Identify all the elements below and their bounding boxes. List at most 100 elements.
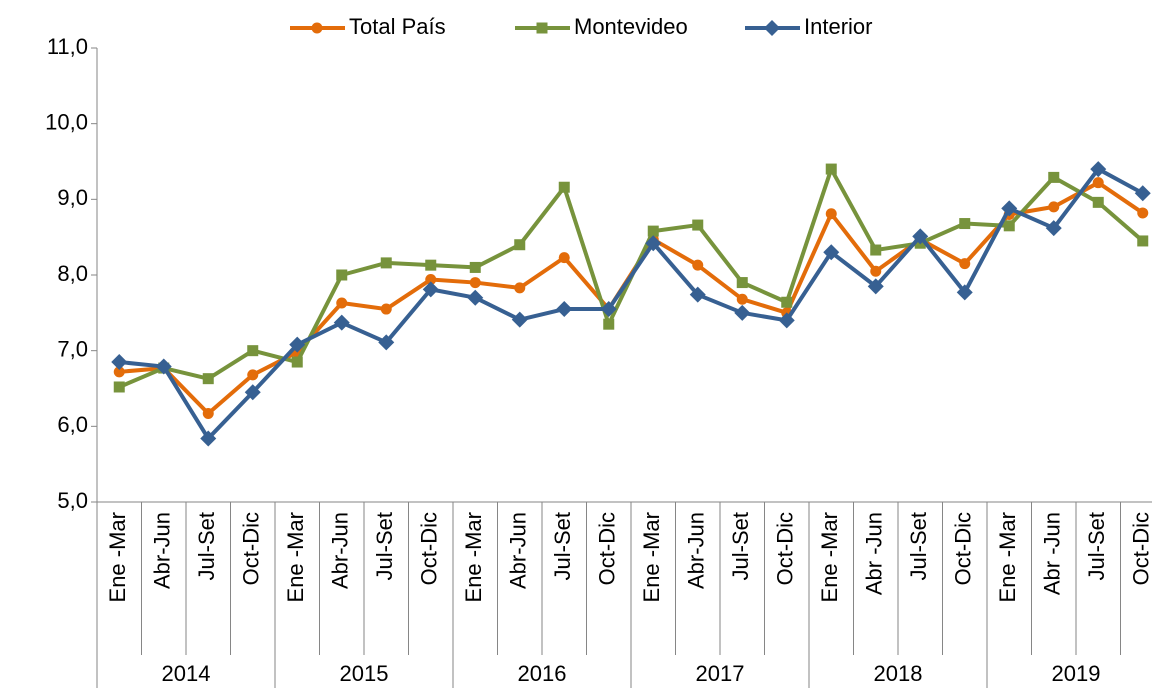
data-point [645,235,662,252]
data-point [778,312,795,329]
data-point [1045,220,1062,237]
x-tick-label: Ene -Mar [105,512,130,602]
x-tick-label: Abr-Jun [328,512,353,589]
data-point [736,293,748,305]
data-point [692,259,704,271]
x-tick-label: Jul-Set [194,512,219,580]
x-tick-label: Ene -Mar [639,512,664,602]
data-point [422,281,439,298]
data-point [600,301,617,318]
x-tick-label: Ene -Mar [461,512,486,602]
y-tick-label: 9,0 [57,185,88,210]
series-line [119,180,1144,416]
data-point [870,244,882,256]
data-point [825,208,837,220]
x-tick-label: Oct-Dic [239,512,264,585]
data-point [113,366,125,378]
x-tick-label: Jul-Set [550,512,575,580]
data-point [155,358,172,375]
data-point [1137,207,1149,219]
data-point [467,289,484,306]
data-point [425,274,437,286]
group-label: 2017 [696,661,745,686]
data-point [111,354,128,371]
data-point [1090,161,1107,178]
data-point [959,218,971,230]
data-point [1092,196,1104,208]
data-point [511,311,528,328]
data-point [689,286,706,303]
data-point [289,336,306,353]
data-point [1048,201,1060,213]
legend-marker [536,22,548,34]
data-point [1092,177,1104,189]
x-tick-label: Ene -Mar [283,512,308,602]
data-point [781,296,793,308]
data-point [336,269,348,281]
x-tick-label: Oct-Dic [951,512,976,585]
y-tick-label: 11,0 [47,34,88,59]
data-point [244,384,261,401]
x-tick-label: Abr-Jun [506,512,531,589]
data-point [603,318,615,330]
y-tick-label: 7,0 [57,336,88,361]
data-point [333,314,350,331]
x-tick-label: Oct-Dic [417,512,442,585]
data-point [113,381,125,393]
data-point [647,225,659,237]
data-point [202,373,214,385]
data-point [1134,185,1151,202]
data-point [247,369,259,381]
data-point [380,303,392,315]
data-point [736,277,748,289]
x-tick-label: Oct-Dic [773,512,798,585]
data-point [1003,220,1015,232]
group-label: 2019 [1052,661,1101,686]
data-point [1137,235,1149,247]
group-label: 2015 [340,661,389,686]
x-tick-label: Oct-Dic [595,512,620,585]
data-point [867,278,884,295]
data-point [202,407,214,419]
x-tick-label: Jul-Set [372,512,397,580]
data-point [247,345,259,357]
y-tick-label: 5,0 [57,488,88,513]
data-point [912,228,929,245]
y-tick-label: 6,0 [57,412,88,437]
x-tick-label: Abr-Jun [150,512,175,589]
x-tick-label: Abr-Jun [684,512,709,589]
data-point [380,257,392,269]
data-point [291,356,303,368]
data-point [558,181,570,193]
data-point [425,259,437,271]
series-line [119,167,1144,441]
x-tick-label: Ene -Mar [817,512,842,602]
x-tick-label: Oct-Dic [1129,512,1152,585]
data-point [1001,200,1018,217]
data-point [734,304,751,321]
legend-marker [311,22,323,34]
data-point [514,282,526,294]
data-point [825,163,837,175]
x-tick-label: Ene -Mar [995,512,1020,602]
legend-marker [764,20,780,36]
legend-label: Montevideo [574,14,688,39]
data-point [692,219,704,231]
x-tick-label: Jul-Set [906,512,931,580]
data-point [558,252,570,264]
data-point [556,301,573,318]
group-label: 2016 [518,661,567,686]
data-point [514,239,526,251]
group-label: 2014 [162,661,211,686]
data-point [378,334,395,351]
y-tick-label: 8,0 [57,261,88,286]
group-label: 2018 [874,661,923,686]
legend-label: Interior [804,14,872,39]
data-point [200,430,217,447]
data-point [469,261,481,273]
data-point [870,265,882,277]
data-point [956,284,973,301]
data-point [336,297,348,309]
data-point [959,258,971,270]
